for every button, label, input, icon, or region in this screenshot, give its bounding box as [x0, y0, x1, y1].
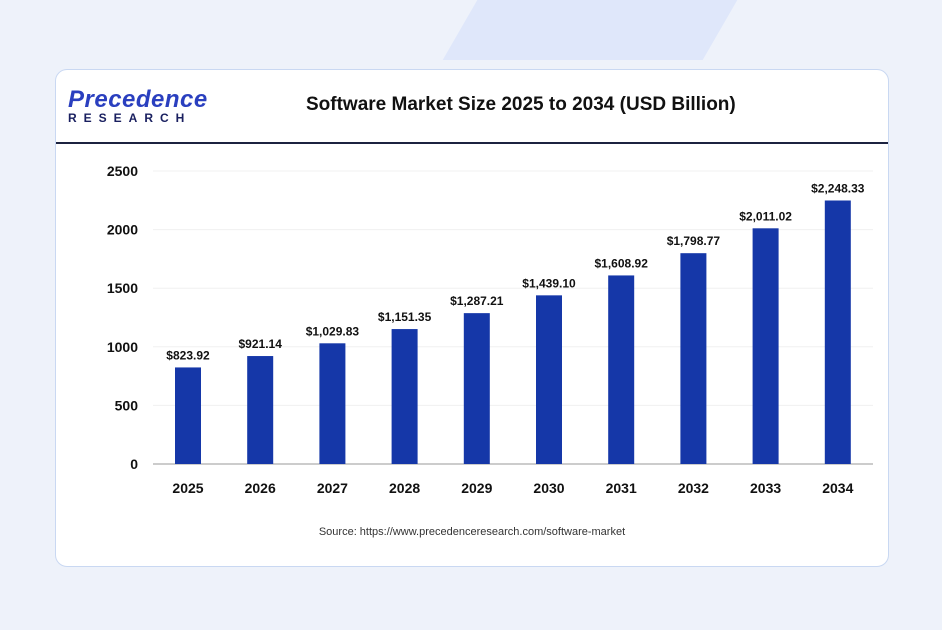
data-label: $1,798.77 — [667, 234, 721, 248]
bar — [463, 313, 490, 464]
x-tick-label: 2026 — [245, 480, 276, 496]
bar — [752, 228, 779, 464]
logo-subtext: RESEARCH — [68, 111, 192, 125]
y-tick-label: 500 — [115, 397, 139, 413]
data-label: $2,248.33 — [811, 181, 865, 195]
data-label: $1,608.92 — [595, 256, 649, 270]
bar — [680, 253, 707, 464]
data-label: $1,439.10 — [522, 276, 576, 290]
data-label: $1,287.21 — [450, 294, 504, 308]
y-tick-label: 2500 — [107, 163, 138, 179]
data-label: $823.92 — [166, 348, 210, 362]
logo-text: Precedence — [68, 86, 208, 113]
x-tick-label: 2031 — [606, 480, 637, 496]
data-label: $921.14 — [239, 337, 283, 351]
x-tick-label: 2025 — [172, 480, 203, 496]
bar — [319, 343, 346, 464]
bar-chart: 0 500 1000 1500 2000 2500 $823.92 2025 $921.14 20… — [107, 163, 873, 496]
bar — [247, 356, 274, 464]
x-tick-label: 2028 — [389, 480, 420, 496]
x-tick-label: 2027 — [317, 480, 348, 496]
y-tick-label: 2000 — [107, 222, 138, 238]
y-tick-label: 0 — [130, 456, 138, 472]
x-tick-label: 2032 — [678, 480, 709, 496]
bar — [536, 295, 562, 464]
bar — [391, 329, 418, 464]
data-label: $1,029.83 — [306, 324, 360, 338]
logo: Precedence RESEARCH — [68, 86, 208, 125]
x-tick-label: 2033 — [750, 480, 781, 496]
y-tick-label: 1500 — [107, 280, 138, 296]
x-tick-label: 2034 — [822, 480, 853, 496]
bar — [608, 275, 635, 464]
background-shape — [442, 0, 738, 60]
x-tick-label: 2029 — [461, 480, 492, 496]
data-label: $2,011.02 — [739, 209, 792, 223]
x-tick-label: 2030 — [533, 480, 564, 496]
data-label: $1,151.35 — [378, 310, 432, 324]
header-divider — [56, 142, 888, 144]
chart-title: Software Market Size 2025 to 2034 (USD B… — [306, 94, 736, 115]
bar — [175, 367, 201, 464]
bar — [824, 200, 851, 464]
source-note: Source: https://www.precedenceresearch.c… — [318, 526, 626, 538]
y-tick-label: 1000 — [107, 339, 138, 355]
chart-card: Precedence RESEARCH Software Market Size… — [55, 69, 889, 567]
